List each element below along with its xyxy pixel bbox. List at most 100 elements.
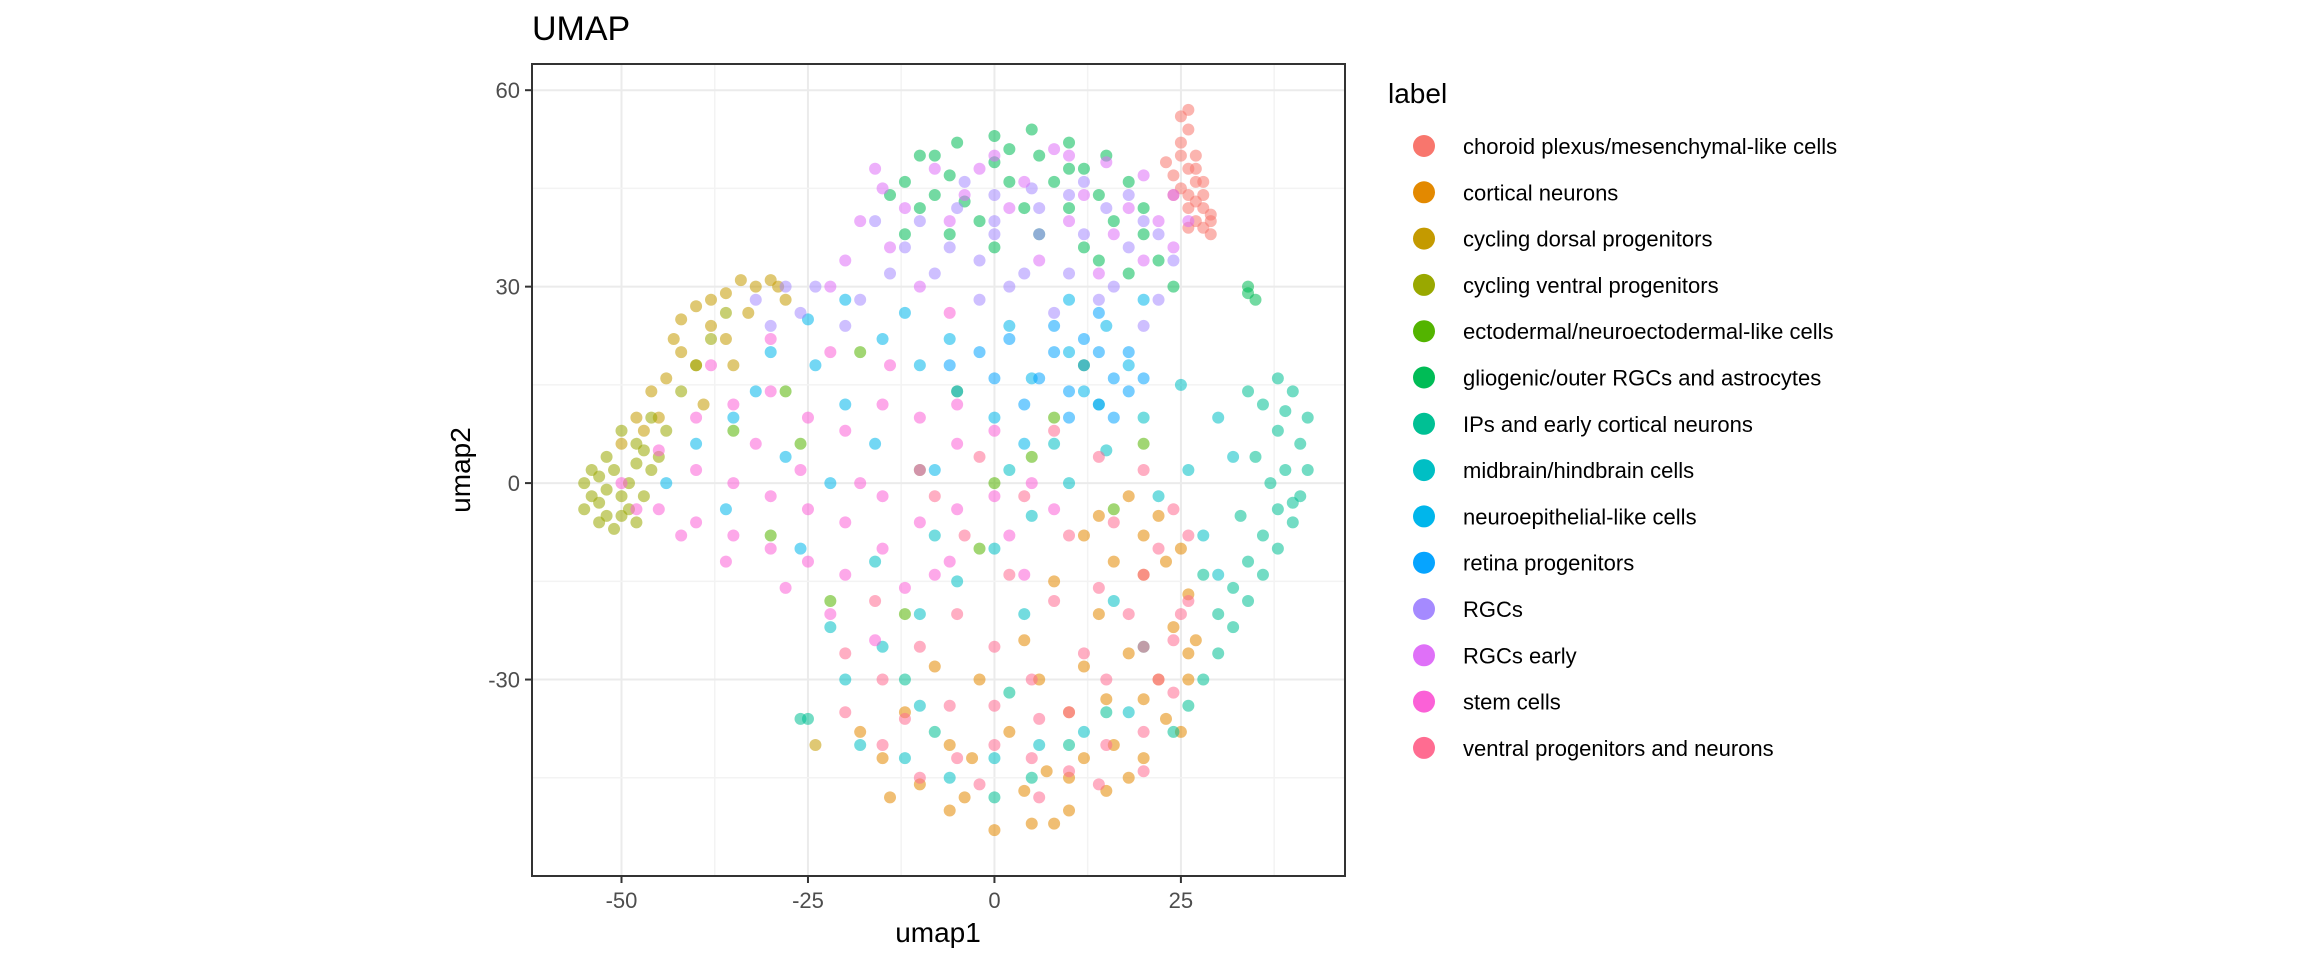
data-point <box>615 490 628 503</box>
data-point <box>1234 509 1247 522</box>
data-point <box>1167 634 1180 647</box>
data-point <box>690 516 703 529</box>
data-point <box>1271 372 1284 385</box>
legend-item: IPs and early cortical neurons <box>1413 412 1753 437</box>
data-point <box>943 771 956 784</box>
data-point <box>801 555 814 568</box>
data-point <box>1271 424 1284 437</box>
data-point <box>1040 765 1053 778</box>
data-point <box>1122 188 1135 201</box>
data-point <box>1227 581 1240 594</box>
data-point <box>1197 175 1210 188</box>
data-point <box>1159 156 1172 169</box>
data-point <box>1137 411 1150 424</box>
legend-label: cycling ventral progenitors <box>1463 273 1719 298</box>
data-point <box>794 464 807 476</box>
data-point <box>1025 509 1038 522</box>
data-point <box>749 385 762 398</box>
data-point <box>1137 319 1150 332</box>
data-point <box>1107 555 1120 568</box>
data-point <box>1003 202 1016 215</box>
data-point <box>1137 202 1150 215</box>
data-point <box>1092 254 1105 267</box>
y-tick-label: 30 <box>496 275 520 300</box>
data-point <box>1182 699 1195 712</box>
data-point <box>1107 516 1120 529</box>
data-point <box>779 450 792 463</box>
data-point <box>764 333 777 346</box>
data-point <box>1107 411 1120 424</box>
data-point <box>1018 202 1031 215</box>
data-point <box>928 162 941 175</box>
data-point <box>854 477 867 490</box>
data-point <box>1107 228 1120 241</box>
series-group <box>615 274 822 752</box>
series-group <box>943 306 1150 424</box>
data-point <box>1137 693 1150 706</box>
data-point <box>973 215 986 228</box>
data-point <box>839 254 852 267</box>
data-point <box>1182 215 1195 228</box>
data-point <box>1100 156 1113 169</box>
data-point <box>719 503 732 516</box>
data-point <box>779 280 792 293</box>
data-point <box>951 608 964 621</box>
data-point <box>779 581 792 594</box>
data-point <box>690 359 703 372</box>
series-group <box>615 306 1061 647</box>
data-point <box>1018 437 1031 450</box>
data-point <box>1189 149 1202 162</box>
data-point <box>913 359 926 372</box>
data-point <box>824 594 837 607</box>
data-point <box>1242 555 1255 568</box>
data-point <box>1033 372 1046 385</box>
data-point <box>1018 267 1031 280</box>
data-point <box>600 483 613 496</box>
data-point <box>593 470 606 483</box>
data-point <box>697 398 710 411</box>
data-point <box>1137 725 1150 738</box>
legend-key <box>1413 551 1435 574</box>
data-point <box>839 568 852 581</box>
data-point <box>943 359 956 372</box>
data-point <box>660 372 673 385</box>
data-point <box>1301 464 1314 476</box>
data-point <box>1174 110 1187 123</box>
x-tick-label: 25 <box>1169 888 1193 913</box>
data-point <box>1182 594 1195 607</box>
legend-key <box>1413 412 1435 435</box>
legend-label: ventral progenitors and neurons <box>1463 736 1774 761</box>
data-point <box>1048 175 1061 188</box>
data-point <box>809 280 822 293</box>
data-point <box>869 634 882 647</box>
data-point <box>1197 221 1210 234</box>
data-point <box>1279 405 1292 418</box>
data-point <box>690 300 703 313</box>
data-point <box>951 437 964 450</box>
data-point <box>705 333 718 346</box>
data-point <box>675 313 688 326</box>
data-point <box>988 490 1001 503</box>
data-point <box>1182 529 1195 542</box>
data-point <box>1137 765 1150 778</box>
legend-label: stem cells <box>1463 690 1561 715</box>
data-point <box>1122 346 1135 359</box>
data-point <box>1077 228 1090 241</box>
data-point <box>794 542 807 555</box>
data-point <box>690 464 703 476</box>
data-point <box>966 752 979 765</box>
data-point <box>1242 385 1255 398</box>
data-point <box>1122 267 1135 280</box>
y-axis-title: umap2 <box>445 427 476 513</box>
data-point <box>913 411 926 424</box>
data-point <box>913 464 926 476</box>
legend-item: choroid plexus/mesenchymal-like cells <box>1413 134 1837 159</box>
data-point <box>1137 215 1150 228</box>
data-point <box>1167 241 1180 254</box>
data-point <box>1279 464 1292 476</box>
legend-key <box>1413 320 1435 343</box>
data-point <box>1025 477 1038 490</box>
legend-item: RGCs early <box>1413 643 1577 668</box>
data-point <box>578 503 591 516</box>
data-point <box>1167 686 1180 699</box>
